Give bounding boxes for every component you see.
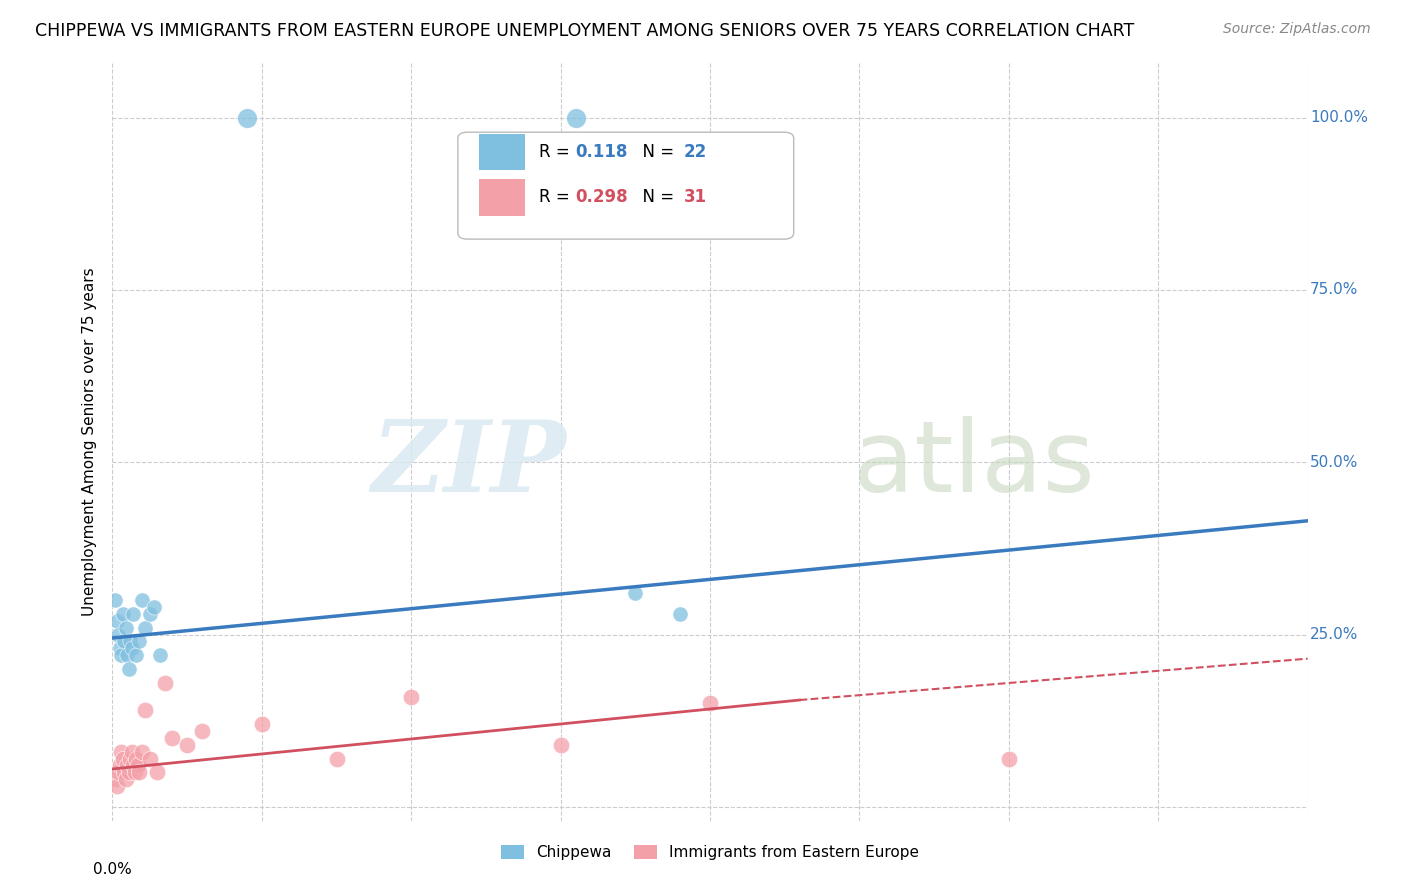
Text: 0.0%: 0.0% <box>93 863 132 878</box>
Point <box>401 690 423 704</box>
Point <box>699 697 721 711</box>
Text: 25.0%: 25.0% <box>1310 627 1358 642</box>
Point <box>104 772 127 787</box>
Point <box>117 758 139 772</box>
Text: N =: N = <box>633 188 679 206</box>
Point <box>104 593 127 607</box>
Point <box>250 717 273 731</box>
Point <box>118 765 141 780</box>
Point <box>114 765 135 780</box>
Point <box>115 621 138 635</box>
Point <box>146 765 169 780</box>
Text: R =: R = <box>538 143 575 161</box>
Text: 75.0%: 75.0% <box>1310 283 1358 297</box>
Point <box>191 724 214 739</box>
Point <box>117 648 139 663</box>
Point <box>110 648 132 663</box>
Point <box>131 745 153 759</box>
FancyBboxPatch shape <box>479 134 524 170</box>
Point <box>128 634 150 648</box>
Point <box>153 675 176 690</box>
Point <box>149 648 172 663</box>
Point <box>105 614 128 628</box>
Text: Source: ZipAtlas.com: Source: ZipAtlas.com <box>1223 22 1371 37</box>
Point <box>998 751 1021 765</box>
Point <box>121 745 143 759</box>
Text: atlas: atlas <box>853 416 1095 513</box>
Text: ZIP: ZIP <box>371 416 567 513</box>
Point <box>120 751 142 765</box>
Point <box>108 758 131 772</box>
Point <box>115 772 138 787</box>
Point <box>669 607 692 621</box>
Point <box>108 641 131 656</box>
Point <box>124 765 146 780</box>
Point <box>111 751 134 765</box>
Point <box>105 779 128 793</box>
Text: 22: 22 <box>683 143 707 161</box>
Y-axis label: Unemployment Among Seniors over 75 years: Unemployment Among Seniors over 75 years <box>82 268 97 615</box>
Point <box>122 607 145 621</box>
Point <box>564 111 586 125</box>
Text: 0.298: 0.298 <box>575 188 627 206</box>
Point <box>139 607 162 621</box>
Point <box>114 634 135 648</box>
FancyBboxPatch shape <box>479 179 524 216</box>
Point <box>111 607 134 621</box>
Point <box>107 765 129 780</box>
Point <box>107 627 129 641</box>
FancyBboxPatch shape <box>458 132 794 239</box>
Point <box>122 758 145 772</box>
Point <box>325 751 347 765</box>
Point <box>624 586 647 600</box>
Point <box>550 738 572 752</box>
Legend: Chippewa, Immigrants from Eastern Europe: Chippewa, Immigrants from Eastern Europe <box>495 838 925 866</box>
Text: 31: 31 <box>683 188 707 206</box>
Point <box>134 621 156 635</box>
Point <box>121 641 143 656</box>
Point <box>127 758 149 772</box>
Text: 50.0%: 50.0% <box>1310 455 1358 470</box>
Point <box>125 751 148 765</box>
Point <box>131 593 153 607</box>
Point <box>120 634 142 648</box>
Text: 0.118: 0.118 <box>575 143 627 161</box>
Point <box>143 599 166 614</box>
Point <box>236 111 259 125</box>
Point <box>139 751 162 765</box>
Point <box>128 765 150 780</box>
Point <box>110 745 132 759</box>
Text: N =: N = <box>633 143 679 161</box>
Text: R =: R = <box>538 188 575 206</box>
Text: CHIPPEWA VS IMMIGRANTS FROM EASTERN EUROPE UNEMPLOYMENT AMONG SENIORS OVER 75 YE: CHIPPEWA VS IMMIGRANTS FROM EASTERN EURO… <box>35 22 1135 40</box>
Text: 100.0%: 100.0% <box>1310 110 1368 125</box>
Point <box>118 662 141 676</box>
Point <box>125 648 148 663</box>
Point <box>162 731 183 745</box>
Point <box>176 738 198 752</box>
Point <box>134 703 156 717</box>
